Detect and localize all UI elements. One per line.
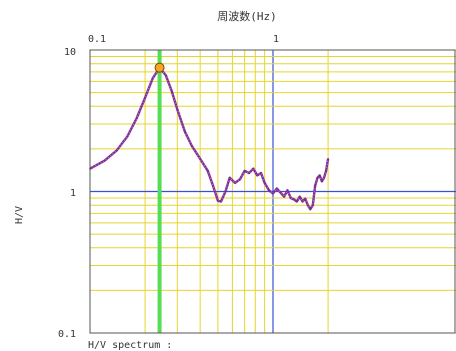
- hv-data-point: [311, 204, 314, 207]
- hv-data-point: [243, 169, 246, 172]
- hv-data-point: [212, 184, 214, 187]
- hv-data-point: [316, 176, 319, 179]
- hv-data-point: [190, 145, 193, 147]
- x-axis-label: 周波数(Hz): [217, 10, 277, 23]
- hv-data-point: [268, 189, 270, 192]
- hv-data-point: [144, 96, 146, 99]
- hv-data-point: [325, 169, 327, 172]
- y-tick-label-0.1: 0.1: [58, 329, 76, 340]
- hv-data-point: [260, 172, 262, 174]
- plot-frame: [89, 49, 456, 334]
- hv-spectrum-footer-label: H/V spectrum :: [88, 340, 172, 351]
- hv-data-point: [320, 180, 323, 183]
- hv-data-point: [220, 200, 222, 203]
- peak-marker-layer: [154, 62, 165, 73]
- y-tick-label-1: 1: [70, 188, 76, 199]
- hv-data-point: [206, 169, 209, 172]
- hv-data-point: [170, 90, 173, 93]
- hv-data-point: [248, 172, 250, 174]
- hv-data-point: [199, 157, 202, 160]
- hv-curve: [89, 66, 330, 211]
- hv-data-point: [323, 176, 325, 179]
- hv-data-point: [217, 199, 219, 202]
- y-axis-label: H/V: [14, 206, 25, 224]
- peak-band: [157, 50, 162, 333]
- hv-data-point: [279, 191, 282, 194]
- hv-data-point: [252, 167, 255, 170]
- hv-data-point: [103, 159, 106, 162]
- peak-marker: [154, 62, 165, 73]
- hv-data-point: [151, 77, 154, 80]
- hv-data-point: [263, 182, 266, 184]
- hv-data-point: [135, 117, 138, 120]
- hv-data-point: [234, 182, 236, 184]
- hv-data-point: [309, 208, 312, 211]
- hv-data-point: [272, 192, 274, 195]
- hv-data-point: [298, 195, 301, 198]
- hv-curve-dots: [89, 66, 329, 211]
- hv-data-point: [183, 130, 186, 133]
- hv-data-point: [327, 157, 329, 160]
- hv-data-point: [165, 74, 167, 77]
- hv-data-point: [275, 187, 278, 190]
- y-tick-label-10: 10: [64, 47, 76, 58]
- hv-data-point: [283, 195, 286, 198]
- hv-data-point: [304, 197, 307, 200]
- hv-data-point: [228, 176, 231, 179]
- hv-data-point: [306, 204, 309, 207]
- hv-curve-line: [89, 66, 330, 211]
- hv-data-point: [176, 108, 179, 111]
- hv-data-point: [239, 178, 241, 181]
- plot-border: [89, 49, 456, 334]
- x-tick-label-0.1: 0.1: [88, 34, 106, 45]
- hv-data-point: [318, 174, 321, 177]
- hv-data-point: [126, 135, 129, 138]
- hv-data-point: [224, 190, 227, 193]
- hv-data-point: [301, 200, 304, 203]
- hv-data-point: [295, 200, 298, 203]
- hv-data-point: [256, 174, 259, 177]
- hv-data-point: [286, 189, 289, 192]
- hv-data-point: [314, 184, 317, 187]
- x-tick-label-1: 1: [273, 34, 279, 45]
- hv-data-point: [292, 198, 295, 201]
- hv-data-point: [115, 149, 118, 152]
- hv-data-point: [289, 197, 292, 199]
- peak-frequency-band: [157, 50, 162, 333]
